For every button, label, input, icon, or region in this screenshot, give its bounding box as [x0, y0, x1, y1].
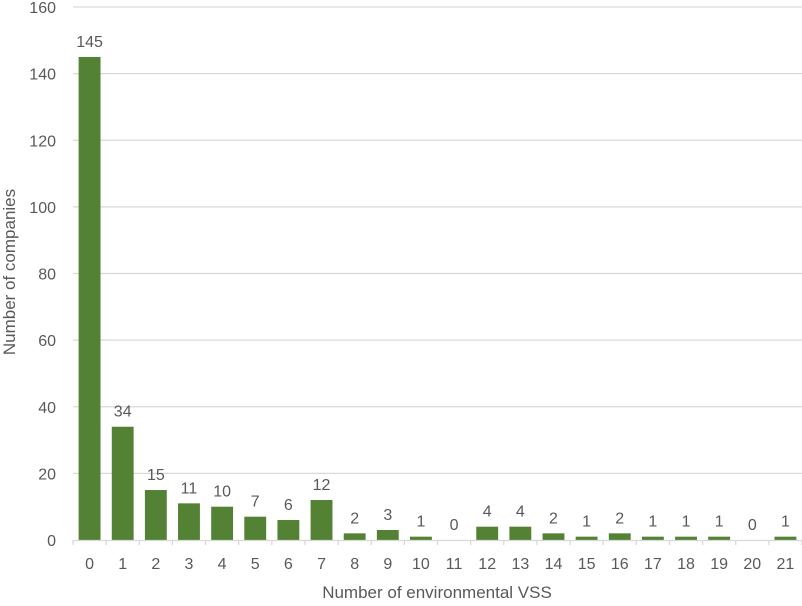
y-tick-label: 160: [29, 0, 56, 17]
y-tick-label: 80: [38, 267, 56, 284]
y-tick-label: 120: [29, 133, 56, 150]
data-label: 1: [715, 514, 724, 531]
gridlines: [73, 6, 802, 475]
x-axis-title: Number of environmental VSS: [322, 583, 552, 601]
bar: [641, 536, 664, 540]
x-tick-label: 6: [284, 556, 293, 573]
data-label: 0: [450, 517, 459, 534]
y-tick-label: 40: [38, 400, 56, 417]
x-tick-label: 15: [578, 556, 596, 573]
x-tick-label: 7: [317, 556, 326, 573]
data-label: 4: [516, 504, 525, 521]
y-tick-label: 100: [29, 200, 56, 217]
bar: [608, 533, 631, 540]
y-tick-label: 60: [38, 333, 56, 350]
bar: [376, 530, 399, 540]
x-tick-label: 3: [185, 556, 194, 573]
y-tick-label: 0: [47, 533, 56, 550]
x-tick-label: 8: [350, 556, 359, 573]
bar: [675, 536, 697, 540]
data-label: 11: [181, 480, 198, 497]
y-axis-title: Number of companies: [0, 189, 19, 355]
x-tick-label: 11: [446, 556, 463, 573]
x-tick-label: 16: [611, 556, 629, 573]
bar: [409, 536, 432, 540]
x-tick-label: 18: [677, 556, 695, 573]
x-tick-label: 1: [118, 556, 127, 573]
x-tick-label: 19: [710, 556, 728, 573]
x-tick-label: 9: [383, 556, 392, 573]
x-tick-label: 0: [85, 556, 94, 573]
data-label: 2: [549, 510, 558, 527]
bar: [211, 506, 234, 540]
data-label: 6: [284, 497, 293, 514]
x-tick-label: 4: [218, 556, 227, 573]
x-tick-label: 20: [743, 556, 761, 573]
data-label: 12: [313, 477, 331, 494]
bar: [277, 520, 300, 540]
x-tick-label: 14: [545, 556, 563, 573]
data-label: 2: [350, 510, 359, 527]
bar: [575, 536, 598, 540]
bar: [708, 536, 731, 540]
y-tick-labels: 0 20 40 60 80 100 120 140 160: [29, 0, 56, 550]
data-label: 34: [114, 404, 132, 421]
data-label: 0: [748, 517, 757, 534]
bar: [78, 56, 101, 540]
data-label: 7: [251, 494, 260, 511]
data-label: 10: [213, 484, 231, 501]
x-tick-label: 2: [151, 556, 160, 573]
bar: [509, 526, 532, 540]
bar: [111, 426, 134, 540]
data-label: 1: [781, 514, 790, 531]
data-label: 1: [416, 514, 425, 531]
x-axis: 0 1 2 3 4 5 6 7 8 9 10 11 12 13 14 15 16 17 18 19 20 21: [72, 539, 802, 573]
data-label: 3: [383, 507, 392, 524]
bars: [78, 56, 797, 540]
bar: [244, 516, 267, 540]
data-label: 145: [76, 34, 103, 51]
bar: [343, 533, 366, 540]
x-tick-label: 10: [412, 556, 430, 573]
data-label: 4: [483, 504, 492, 521]
y-tick-label: 140: [29, 67, 56, 84]
data-label: 1: [582, 514, 591, 531]
x-tick-label: 21: [777, 556, 795, 573]
bar: [542, 533, 565, 540]
data-label: 2: [615, 510, 624, 527]
x-tick-label: 17: [644, 556, 662, 573]
bar: [476, 526, 499, 540]
data-label: 1: [648, 514, 657, 531]
bar: [178, 503, 200, 540]
x-tick-label: 13: [511, 556, 529, 573]
bar: [310, 500, 333, 540]
y-tick-label: 20: [38, 466, 56, 483]
data-label: 15: [147, 467, 165, 484]
bar: [774, 536, 797, 540]
x-tick-label: 12: [478, 556, 496, 573]
data-label: 1: [682, 514, 691, 531]
bar: [144, 490, 167, 540]
x-tick-label: 5: [251, 556, 260, 573]
